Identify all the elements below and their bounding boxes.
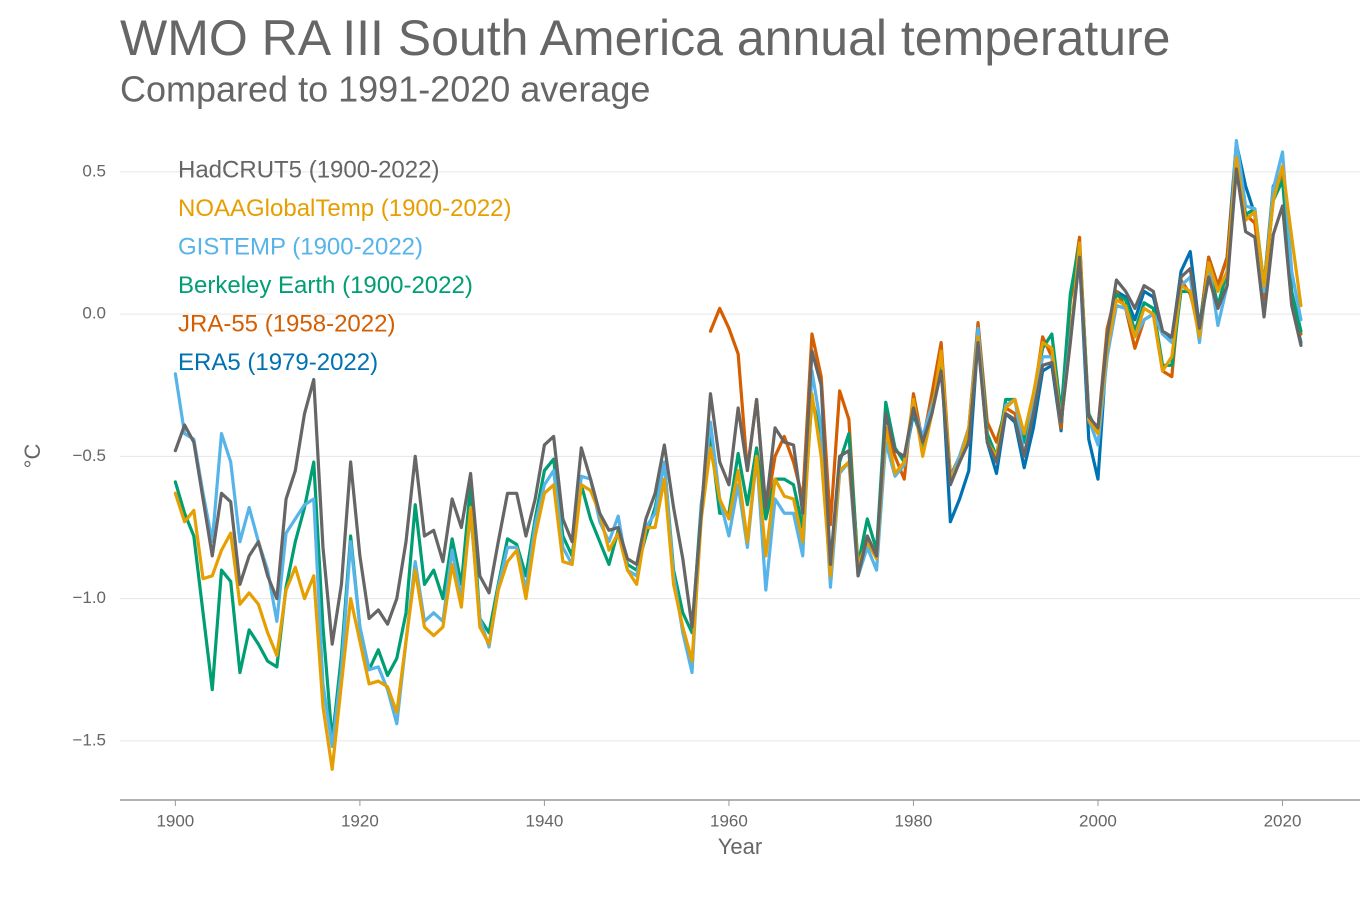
legend-entry: Berkeley Earth (1900-2022) <box>178 272 473 299</box>
x-tick-label: 1900 <box>156 811 194 830</box>
y-tick-label: −0.5 <box>72 446 106 465</box>
legend-entry: GISTEMP (1900-2022) <box>178 233 423 260</box>
y-tick-label: 0.0 <box>82 304 106 323</box>
x-tick-label: 1940 <box>525 811 563 830</box>
x-axis-label: Year <box>718 834 762 859</box>
x-tick-label: 2020 <box>1264 811 1302 830</box>
y-tick-label: −1.0 <box>72 588 106 607</box>
x-tick-label: 1920 <box>341 811 379 830</box>
x-tick-label: 2000 <box>1079 811 1117 830</box>
y-axis-label: °C <box>20 444 45 469</box>
y-tick-label: 0.5 <box>82 161 106 180</box>
legend-entry: ERA5 (1979-2022) <box>178 349 378 376</box>
x-tick-label: 1980 <box>895 811 933 830</box>
legend-entry: JRA-55 (1958-2022) <box>178 310 395 337</box>
x-tick-label: 1960 <box>710 811 748 830</box>
legend-entry: HadCRUT5 (1900-2022) <box>178 156 439 183</box>
series-line <box>173 156 1303 771</box>
chart-subtitle: Compared to 1991-2020 average <box>120 69 650 110</box>
series-line <box>173 167 1303 646</box>
y-tick-label: −1.5 <box>72 730 106 749</box>
chart-title: WMO RA III South America annual temperat… <box>120 10 1170 66</box>
legend-entry: NOAAGlobalTemp (1900-2022) <box>178 195 512 222</box>
